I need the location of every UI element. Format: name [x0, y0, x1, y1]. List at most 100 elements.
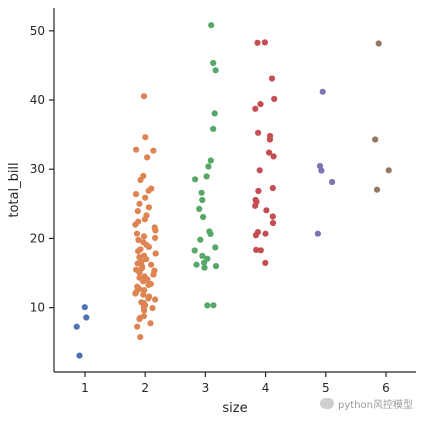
data-point: [212, 244, 219, 251]
data-point: [205, 163, 212, 170]
data-point: [136, 269, 143, 276]
data-point: [140, 291, 147, 298]
data-point: [81, 304, 88, 311]
data-point: [145, 281, 152, 288]
data-point: [269, 185, 276, 192]
data-point: [132, 191, 140, 198]
x-tick-label: 6: [382, 381, 390, 395]
data-point: [134, 208, 141, 215]
data-point: [136, 316, 143, 323]
data-point: [193, 261, 200, 268]
data-point: [261, 39, 268, 46]
data-point: [141, 307, 148, 314]
watermark-label: python风控模型: [338, 400, 413, 411]
data-point: [135, 248, 142, 255]
data-point: [270, 153, 277, 160]
data-point: [329, 178, 336, 186]
data-point: [208, 22, 215, 29]
y-tick-label: 10: [30, 301, 45, 315]
x-tick-label: 2: [141, 381, 149, 395]
data-point: [319, 88, 326, 95]
data-point: [150, 271, 157, 278]
data-point: [255, 129, 262, 136]
data-point: [262, 259, 269, 266]
data-point: [253, 246, 260, 253]
data-point: [262, 230, 269, 237]
data-point: [137, 176, 144, 184]
x-axis-label: size: [222, 401, 247, 416]
data-point: [252, 202, 259, 209]
data-point: [197, 236, 204, 243]
y-tick-label: 30: [30, 162, 45, 176]
data-point: [148, 261, 155, 268]
data-point: [314, 230, 321, 237]
data-point: [136, 200, 143, 207]
data-point: [201, 264, 208, 271]
wechat-icon: [320, 398, 335, 409]
data-point: [196, 205, 203, 212]
data-point: [373, 186, 381, 193]
data-point: [210, 59, 217, 67]
data-point: [252, 232, 259, 239]
data-point: [198, 189, 205, 196]
x-tick-label: 5: [322, 381, 330, 395]
data-point: [152, 234, 159, 241]
data-point: [73, 323, 80, 330]
data-point: [212, 263, 220, 270]
data-point: [207, 157, 214, 164]
data-point: [200, 213, 207, 221]
data-point: [150, 147, 157, 154]
data-point: [269, 213, 276, 220]
data-point: [263, 207, 270, 214]
data-point: [145, 243, 152, 250]
y-tick-label: 50: [30, 24, 45, 38]
data-point: [145, 204, 152, 211]
data-point: [199, 252, 206, 259]
data-point: [266, 149, 273, 156]
data-point: [132, 290, 139, 297]
data-point: [210, 125, 217, 132]
data-point: [210, 302, 217, 309]
data-point: [141, 216, 148, 223]
data-point: [145, 295, 152, 302]
data-point: [375, 40, 382, 47]
data-point: [140, 93, 148, 100]
data-point: [266, 136, 273, 143]
data-point: [257, 247, 264, 254]
data-point: [133, 230, 141, 237]
data-point: [137, 334, 144, 341]
data-point: [140, 233, 148, 240]
data-point: [271, 95, 278, 102]
data-point: [191, 247, 198, 254]
data-point: [152, 296, 159, 303]
data-point: [152, 250, 159, 257]
data-point: [385, 167, 392, 174]
y-tick-label: 40: [30, 93, 45, 107]
data-point: [252, 105, 259, 112]
data-point: [211, 110, 218, 117]
data-point: [145, 187, 152, 194]
data-point: [201, 259, 208, 266]
data-point: [83, 314, 90, 321]
data-point: [212, 67, 219, 74]
data-point: [318, 167, 325, 174]
data-point: [254, 39, 261, 46]
x-tick-label: 4: [262, 381, 270, 395]
data-point: [140, 278, 147, 285]
data-point: [134, 323, 141, 330]
x-tick-label: 3: [202, 381, 210, 395]
data-point: [269, 219, 277, 227]
data-point: [255, 187, 262, 195]
data-point: [199, 196, 206, 204]
x-tick-label: 1: [81, 381, 89, 395]
data-point: [256, 167, 263, 174]
x-ticks: 1 2 3 4 5 6: [81, 372, 390, 395]
data-point: [142, 134, 149, 141]
data-point: [147, 320, 154, 327]
data-point: [144, 154, 151, 161]
watermark: python风控模型: [320, 396, 413, 411]
data-point: [133, 146, 140, 153]
data-point: [372, 136, 379, 143]
data-point: [268, 75, 276, 82]
